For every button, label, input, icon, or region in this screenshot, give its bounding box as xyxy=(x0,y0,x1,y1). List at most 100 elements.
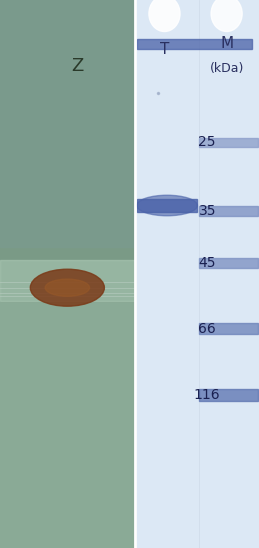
Bar xyxy=(0,170,135,173)
Bar xyxy=(0,189,135,192)
Bar xyxy=(0,101,135,104)
Bar xyxy=(0,85,135,88)
Bar xyxy=(0,460,135,463)
Ellipse shape xyxy=(45,279,90,296)
Bar xyxy=(0,378,135,381)
Bar xyxy=(0,496,135,499)
Bar xyxy=(0,518,135,521)
Bar xyxy=(0,214,135,216)
Bar xyxy=(0,282,135,285)
Bar xyxy=(199,258,258,268)
Bar xyxy=(0,392,135,395)
Bar xyxy=(0,304,135,307)
Bar xyxy=(0,107,135,110)
Bar xyxy=(0,362,135,364)
Bar xyxy=(0,277,135,279)
Bar xyxy=(0,469,135,471)
Bar xyxy=(0,438,135,441)
Bar xyxy=(0,332,135,334)
Bar xyxy=(0,3,135,5)
Bar xyxy=(0,340,135,342)
Bar xyxy=(0,197,135,200)
Bar xyxy=(0,25,135,27)
Bar xyxy=(0,504,135,507)
Bar xyxy=(0,515,135,518)
Bar xyxy=(0,463,135,466)
Bar xyxy=(0,186,135,189)
Bar xyxy=(0,397,135,400)
Bar xyxy=(0,329,135,332)
Bar xyxy=(199,389,258,401)
Bar xyxy=(0,389,135,392)
Bar xyxy=(0,359,135,362)
Bar xyxy=(0,482,135,485)
Bar xyxy=(0,310,135,312)
Bar xyxy=(0,337,135,340)
Bar xyxy=(0,233,135,236)
Bar xyxy=(0,16,135,19)
Bar xyxy=(0,342,135,345)
Text: 25: 25 xyxy=(198,135,216,150)
Bar xyxy=(0,403,135,406)
Bar xyxy=(0,175,135,178)
Bar xyxy=(0,200,135,203)
Bar xyxy=(0,510,135,512)
Bar xyxy=(0,33,135,36)
Text: 35: 35 xyxy=(198,204,216,218)
Bar xyxy=(0,351,135,353)
Bar xyxy=(0,381,135,384)
Bar xyxy=(0,480,135,482)
Bar xyxy=(0,279,135,282)
Bar xyxy=(0,38,135,41)
Bar xyxy=(135,0,259,548)
Bar xyxy=(0,466,135,469)
Bar xyxy=(0,134,135,137)
Bar xyxy=(0,0,135,548)
Bar xyxy=(0,219,135,222)
Bar xyxy=(0,477,135,480)
Ellipse shape xyxy=(30,269,104,306)
Bar xyxy=(0,206,135,208)
Bar xyxy=(0,263,135,266)
Bar xyxy=(0,260,135,263)
Bar xyxy=(0,252,135,255)
Bar xyxy=(0,501,135,504)
Bar xyxy=(0,244,135,247)
Bar xyxy=(0,543,135,545)
Bar xyxy=(0,258,135,260)
Bar xyxy=(0,178,135,181)
Text: M: M xyxy=(220,36,233,52)
Ellipse shape xyxy=(137,195,197,216)
Bar xyxy=(0,49,135,52)
Bar xyxy=(0,529,135,532)
Bar xyxy=(0,493,135,496)
Bar xyxy=(0,348,135,351)
Bar xyxy=(0,485,135,488)
Bar xyxy=(0,236,135,238)
Bar xyxy=(0,132,135,134)
Bar xyxy=(0,58,135,60)
Bar xyxy=(0,71,135,74)
Bar xyxy=(0,110,135,112)
Text: Z: Z xyxy=(71,57,84,75)
Bar xyxy=(0,540,135,543)
Bar xyxy=(0,523,135,526)
Bar xyxy=(0,148,135,151)
Bar xyxy=(0,444,135,447)
Bar xyxy=(0,384,135,386)
Bar xyxy=(0,323,135,326)
Bar xyxy=(0,159,135,162)
Bar xyxy=(0,173,135,175)
Bar xyxy=(0,249,135,252)
Bar xyxy=(0,247,135,249)
Bar xyxy=(0,44,135,47)
Bar xyxy=(0,425,135,427)
Bar xyxy=(0,79,135,82)
Bar xyxy=(0,140,135,142)
Bar xyxy=(0,490,135,493)
Bar xyxy=(0,255,135,258)
Bar xyxy=(0,260,135,301)
Bar xyxy=(199,138,258,147)
Bar xyxy=(0,326,135,329)
Bar xyxy=(0,386,135,389)
